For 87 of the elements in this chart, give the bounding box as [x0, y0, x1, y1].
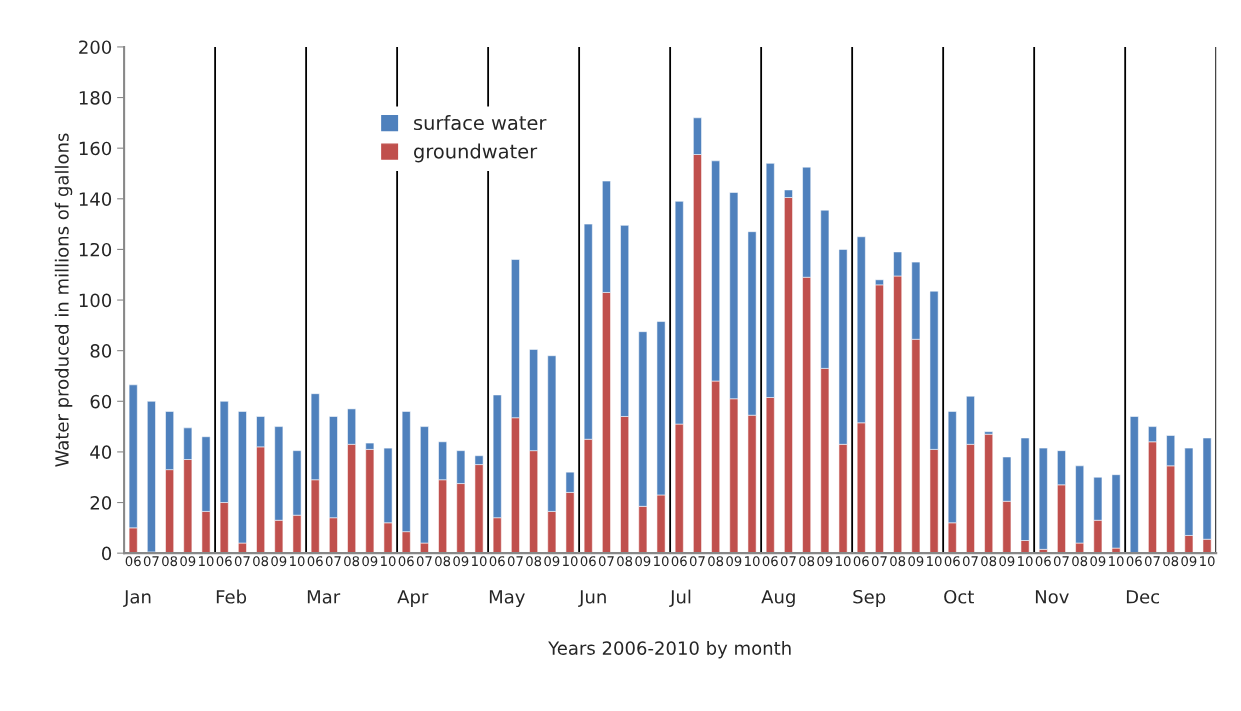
x-tick-label: 10: [563, 556, 578, 567]
x-tick-label: 06: [1126, 556, 1142, 567]
x-tick-label: 10: [199, 556, 214, 567]
x-tick-label: 07: [962, 556, 978, 567]
x-tick-label: 09: [544, 556, 560, 567]
x-tick-label: 10: [1200, 556, 1215, 567]
x-tick-label: 10: [381, 556, 396, 567]
x-tick-label: 10: [1109, 556, 1124, 567]
x-tick-label: 07: [1144, 556, 1160, 567]
x-tick-label: 10: [472, 556, 487, 567]
x-tick-label: 07: [143, 556, 159, 567]
x-tick-label: 06: [944, 556, 960, 567]
x-tick-label: 08: [890, 556, 906, 567]
text: Apr: [397, 590, 429, 608]
x-tick-label: 08: [435, 556, 451, 567]
x-tick-label: 08: [708, 556, 724, 567]
y-tick-label: 160: [79, 141, 112, 156]
x-tick-label: 07: [1053, 556, 1069, 567]
x-tick-label: 09: [999, 556, 1015, 567]
x-tick-label: 08: [799, 556, 815, 567]
x-tick-label: 07: [871, 556, 887, 567]
x-tick-label: 10: [654, 556, 669, 567]
y-axis-title: Water produced in millions of gallons: [54, 133, 73, 467]
x-tick-label: 08: [1072, 556, 1088, 567]
x-tick-label: 06: [853, 556, 869, 567]
text: Jan: [123, 590, 151, 607]
x-tick-label: 09: [271, 556, 287, 567]
x-tick-label: 06: [125, 556, 141, 567]
x-tick-label: 07: [689, 556, 705, 567]
x-tick-label: 08: [162, 556, 178, 567]
x-tick-label: 10: [745, 556, 760, 567]
y-tick-label: 40: [90, 445, 112, 460]
x-tick-label: 06: [580, 556, 596, 567]
y-tick-label: 100: [79, 293, 112, 308]
x-tick-label: 06: [398, 556, 414, 567]
text: Sep: [853, 589, 886, 608]
x-tick-label: 09: [453, 556, 469, 567]
x-tick-label: 09: [1181, 556, 1197, 567]
x-tick-label: 09: [362, 556, 378, 567]
y-tick-label: 20: [90, 495, 112, 510]
x-tick-label: 07: [234, 556, 250, 567]
x-tick-label: 10: [927, 556, 942, 567]
text: Jul: [669, 589, 691, 607]
x-tick-label: 09: [726, 556, 742, 567]
x-axis-title: Years 2006-2010 by month: [548, 640, 791, 659]
x-tick-label: 08: [344, 556, 360, 567]
text: Nov: [1035, 590, 1069, 604]
x-tick-label: 09: [180, 556, 196, 567]
x-tick-label: 07: [325, 556, 341, 567]
legend-label: groundwater: [414, 143, 538, 163]
x-tick-label: 10: [836, 556, 851, 567]
x-tick-label: 08: [1163, 556, 1179, 567]
legend-label: surface water: [414, 115, 547, 131]
text: Jun: [578, 590, 606, 607]
x-tick-label: 07: [416, 556, 432, 567]
x-tick-label: 07: [598, 556, 614, 567]
text: Oct: [944, 589, 974, 604]
y-tick-label: 60: [90, 394, 112, 409]
x-tick-label: 07: [780, 556, 796, 567]
x-tick-label: 08: [526, 556, 542, 567]
text: Aug: [761, 590, 795, 608]
x-tick-label: 06: [762, 556, 778, 567]
text: Feb: [216, 589, 247, 604]
x-tick-label: 08: [981, 556, 997, 567]
y-tick-label: 120: [79, 242, 112, 257]
x-tick-label: 08: [253, 556, 269, 567]
y-tick-label: 200: [79, 40, 112, 55]
y-tick-label: 140: [79, 192, 112, 206]
text: May: [489, 590, 525, 608]
text: Dec: [1126, 590, 1159, 604]
y-tick-label: 0: [102, 546, 112, 561]
x-tick-label: 06: [671, 556, 687, 567]
x-tick-label: 10: [290, 556, 305, 567]
x-tick-label: 09: [1090, 556, 1106, 567]
x-tick-label: 06: [1035, 556, 1051, 567]
text: Mar: [307, 590, 341, 604]
x-tick-label: 09: [635, 556, 651, 567]
x-tick-label: 09: [817, 556, 833, 567]
x-tick-label: 10: [1018, 556, 1033, 567]
x-tick-label: 06: [307, 556, 323, 567]
x-tick-label: 08: [617, 556, 633, 567]
x-tick-label: 06: [216, 556, 232, 567]
x-tick-label: 07: [507, 556, 523, 567]
y-tick-label: 80: [90, 344, 112, 358]
y-tick-label: 180: [79, 91, 112, 105]
x-tick-label: 06: [489, 556, 505, 567]
x-tick-label: 09: [908, 556, 924, 567]
